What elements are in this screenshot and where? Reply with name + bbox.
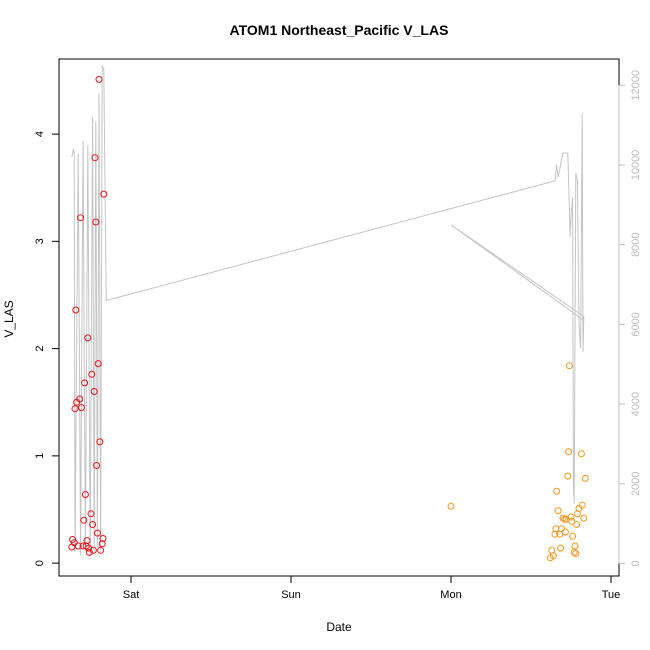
y2-axis: 0 2000 4000 6000 8000 10000 12000 (618, 70, 642, 567)
series-2-point-12 (559, 514, 567, 522)
series-1-point-10 (77, 404, 85, 412)
series-1-point-31 (96, 438, 104, 446)
series-1-point-24 (90, 388, 98, 395)
series-1-point-26 (92, 218, 100, 226)
series-2-point-1 (447, 502, 455, 510)
y-axis-label: V_LAS (2, 300, 16, 337)
y-tick-label-4: 4 (34, 131, 46, 137)
series-1-point-27 (93, 462, 101, 469)
series-2-point-17 (565, 448, 573, 456)
series-2-point-21 (569, 532, 577, 540)
series-1-point-25 (91, 154, 99, 162)
series-2-point-10 (557, 544, 565, 552)
series-1-point-33 (98, 540, 106, 548)
y-tick-label-2: 2 (34, 346, 46, 352)
x-axis-label: Date (326, 620, 352, 634)
series-1-point-35 (100, 190, 108, 198)
series-2-point-29 (578, 501, 586, 509)
series-2-point-23 (571, 542, 579, 550)
series-1-point-29 (94, 360, 102, 368)
chart-title: ATOM1 Northeast_Pacific V_LAS (230, 22, 449, 38)
x-axis: Sat Sun Mon Tue (123, 575, 621, 601)
series-1-point-20 (87, 510, 95, 518)
x-tick-label-Sun: Sun (281, 589, 301, 601)
y-tick-label-1: 1 (34, 453, 46, 459)
y-tick-label-0: 0 (34, 560, 46, 566)
series-1-point-14 (81, 491, 89, 498)
series-1-point-9 (77, 214, 85, 222)
series-1-point-8 (76, 395, 84, 403)
series-1-point-4 (71, 405, 79, 413)
series-2-point-14 (561, 528, 569, 536)
series-2-point-19 (567, 513, 575, 521)
series-1-point-30 (95, 75, 103, 83)
series-1-point-22 (89, 521, 97, 528)
series-2-point-31 (581, 474, 589, 482)
series-1-point-12 (80, 516, 88, 524)
y2-tick-label-4000: 4000 (630, 392, 642, 416)
series-2-point-7 (553, 487, 561, 495)
series-2-point-5 (551, 530, 559, 538)
series-2-point-8 (554, 507, 562, 515)
series-1-point-7 (74, 542, 82, 550)
y-tick-label-3: 3 (34, 238, 46, 244)
series-2-point-25 (573, 521, 581, 528)
series-2-point-28 (577, 450, 585, 458)
series-1-point-32 (97, 546, 105, 554)
series-1-point-34 (99, 535, 107, 542)
y2-tick-label-8000: 8000 (630, 232, 642, 256)
x-tick-label-Sat: Sat (123, 589, 140, 601)
series-2-point-16 (564, 472, 572, 480)
x-tick-label-Tue: Tue (602, 589, 621, 601)
series-1-point-19 (85, 548, 93, 556)
y2-tick-label-12000: 12000 (630, 70, 642, 101)
series-1-point-17 (84, 334, 92, 342)
y2-tick-label-2000: 2000 (630, 472, 642, 496)
line-layer (71, 65, 585, 556)
y2-tick-label-10000: 10000 (630, 150, 642, 181)
series-2-point-20 (568, 517, 576, 525)
series-1-point-5 (72, 306, 80, 314)
series-1-point-16 (83, 537, 91, 545)
x-tick-label-Mon: Mon (440, 589, 461, 601)
series-2-point-30 (580, 514, 588, 522)
y2-tick-label-0: 0 (630, 560, 642, 566)
series-2-point-4 (549, 552, 557, 560)
series-1-point-28 (93, 529, 101, 537)
line-series (71, 65, 585, 556)
y2-tick-label-6000: 6000 (630, 312, 642, 336)
series-1-point-13 (81, 379, 89, 387)
series-2-point-24 (572, 550, 580, 557)
series-1-point-23 (89, 546, 97, 554)
series-2-point-18 (565, 362, 573, 370)
y-axis: 0 1 2 3 4 (34, 131, 60, 566)
points-layer (68, 75, 589, 562)
series-1-point-21 (88, 370, 96, 378)
